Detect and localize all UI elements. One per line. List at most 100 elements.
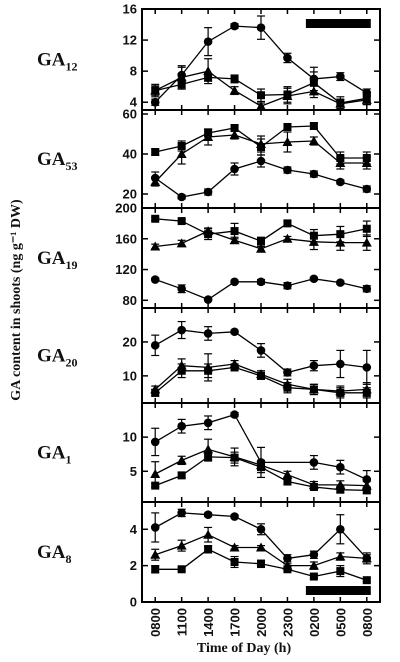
dark-period-bar-top bbox=[305, 19, 371, 28]
circle-point bbox=[177, 192, 186, 202]
panel-ga53: 20 40 60 GA53 bbox=[37, 107, 381, 209]
circle-point bbox=[309, 550, 319, 560]
triangle-point bbox=[335, 98, 346, 108]
circle-point bbox=[150, 275, 160, 284]
circle-point bbox=[256, 277, 266, 287]
circle-point bbox=[362, 184, 372, 194]
triangle-point bbox=[203, 529, 214, 539]
circle-point bbox=[177, 421, 186, 431]
series-circle bbox=[150, 508, 372, 565]
panel-label: GA20 bbox=[37, 346, 78, 370]
triangle-point bbox=[256, 243, 266, 253]
series-triangle bbox=[150, 226, 372, 253]
panel-ga8: 0 2 4 GA8 bbox=[37, 501, 381, 610]
x-tick-label: 2000 bbox=[254, 608, 269, 637]
triangle-point bbox=[176, 238, 187, 248]
triangle-point bbox=[176, 360, 187, 370]
circle-point bbox=[230, 512, 239, 521]
triangle-point bbox=[229, 85, 240, 95]
triangle-point bbox=[335, 237, 346, 247]
circle-point bbox=[309, 458, 319, 467]
square-point bbox=[204, 545, 213, 554]
circle-point bbox=[283, 53, 292, 63]
x-tick-label: 0200 bbox=[307, 608, 322, 637]
circle-point bbox=[336, 359, 345, 369]
triangle-point bbox=[176, 72, 187, 82]
y-tick-label: 2 bbox=[130, 558, 137, 573]
x-tick-label: 2300 bbox=[280, 608, 295, 637]
y-tick-label: 120 bbox=[115, 262, 137, 277]
triangle-point bbox=[176, 455, 187, 465]
y-tick-label: 12 bbox=[123, 33, 137, 48]
series-line bbox=[154, 413, 368, 481]
circle-point bbox=[150, 341, 160, 350]
y-tick-label: 40 bbox=[123, 147, 137, 162]
square-point bbox=[336, 485, 345, 494]
circle-point bbox=[203, 418, 213, 428]
triangle-point bbox=[335, 551, 346, 561]
x-tick-label: 1100 bbox=[175, 608, 190, 636]
square-point bbox=[362, 576, 371, 585]
triangle-point bbox=[282, 91, 293, 101]
triangle-point bbox=[361, 158, 372, 167]
square-point bbox=[230, 74, 239, 83]
square-point bbox=[151, 214, 160, 223]
x-axis-title: Time of Day (h) bbox=[197, 641, 292, 656]
y-axis-title: GA content in shoots (ng g⁻¹ DW) bbox=[9, 199, 24, 401]
y-tick-label: 160 bbox=[115, 231, 137, 246]
triangle-point bbox=[308, 560, 319, 570]
triangle-point bbox=[361, 94, 372, 104]
triangle-point bbox=[335, 479, 346, 489]
circle-point bbox=[256, 346, 266, 355]
triangle-point bbox=[203, 132, 214, 141]
circle-point bbox=[203, 510, 213, 520]
square-point bbox=[336, 567, 345, 576]
triangle-point bbox=[361, 237, 372, 247]
circle-point bbox=[256, 156, 266, 166]
triangle-point bbox=[203, 444, 214, 454]
triangle-point bbox=[282, 379, 293, 389]
square-point bbox=[177, 471, 186, 480]
triangle-point bbox=[256, 101, 266, 111]
circle-point bbox=[362, 363, 372, 372]
series-line bbox=[154, 512, 368, 560]
square-point bbox=[336, 230, 345, 239]
triangle-point bbox=[150, 384, 161, 394]
x-tick-label: 1700 bbox=[228, 608, 243, 637]
triangle-point bbox=[229, 130, 240, 139]
triangle-point bbox=[229, 542, 240, 552]
square-point bbox=[257, 237, 265, 246]
x-tick-label: 0800 bbox=[148, 608, 163, 637]
square-point bbox=[151, 148, 160, 156]
y-tick-label: 20 bbox=[123, 187, 137, 202]
series-circle bbox=[150, 410, 372, 489]
y-tick-label: 20 bbox=[123, 334, 137, 349]
triangle-point bbox=[256, 542, 266, 552]
square-point bbox=[230, 124, 239, 132]
panel-label: GA8 bbox=[37, 542, 72, 566]
panel-ga19: 80 120 160 200 GA19 bbox=[37, 201, 381, 309]
circle-point bbox=[177, 508, 186, 518]
circle-point bbox=[230, 327, 239, 337]
circle-point bbox=[336, 462, 345, 472]
triangle-point bbox=[229, 451, 240, 461]
y-tick-label: 80 bbox=[123, 293, 137, 308]
circle-point bbox=[230, 164, 239, 174]
circle-point bbox=[336, 278, 345, 287]
square-point bbox=[257, 559, 265, 568]
panel-ga12: 4 8 12 16 GA12 bbox=[37, 2, 381, 111]
circle-point bbox=[336, 524, 345, 534]
square-point bbox=[257, 91, 265, 100]
circle-point bbox=[256, 524, 266, 534]
circle-point bbox=[203, 187, 213, 197]
circle-point bbox=[150, 523, 160, 532]
triangle-point bbox=[282, 469, 293, 479]
y-tick-label: 4 bbox=[130, 522, 138, 537]
square-point bbox=[309, 122, 318, 130]
circle-point bbox=[150, 97, 160, 107]
triangle-point bbox=[361, 553, 372, 563]
series-triangle bbox=[150, 526, 372, 570]
square-point bbox=[283, 219, 292, 228]
panel-label: GA53 bbox=[37, 149, 78, 173]
panel-ga20: 10 20 GA20 bbox=[37, 307, 381, 404]
